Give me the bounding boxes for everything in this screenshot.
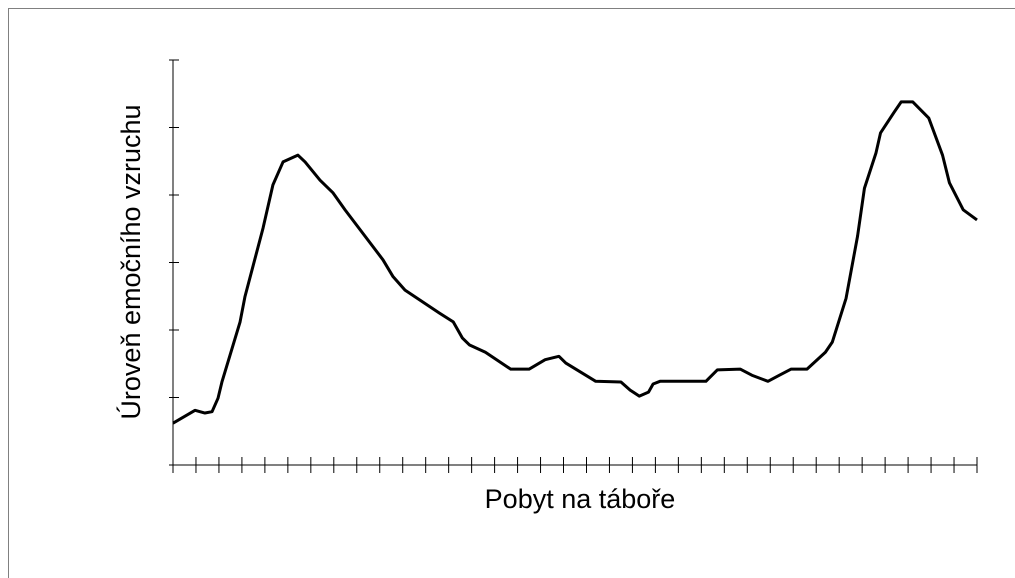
chart-border: [8, 8, 1015, 578]
x-axis-label: Pobyt na táboře: [485, 484, 676, 514]
line: [172, 100, 978, 425]
y-axis-label: Úroveň emočního vzruchu: [115, 104, 146, 419]
